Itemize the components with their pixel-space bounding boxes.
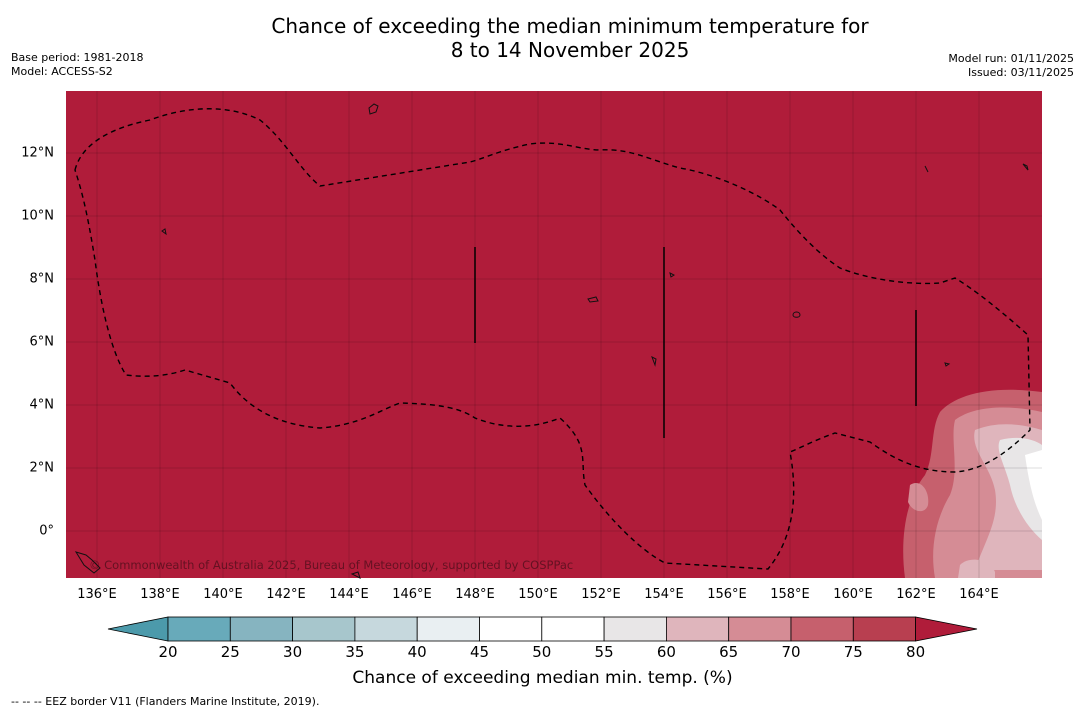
colorbar-bin	[167, 616, 231, 642]
x-tick-label: 160°E	[833, 587, 873, 602]
y-tick-label: 6°N	[29, 334, 55, 350]
colorbar-over-arrow	[915, 616, 978, 642]
colorbar-tick-label: 45	[469, 643, 490, 661]
meta-right: Model run: 01/11/2025 Issued: 03/11/2025	[948, 52, 1074, 80]
colorbar-tick-label: 70	[781, 643, 801, 661]
colorbar-title: Chance of exceeding median min. temp. (%…	[352, 668, 733, 688]
eez-border	[74, 108, 1031, 570]
model-name: Model: ACCESS-S2	[11, 65, 113, 78]
colorbar-bin	[416, 616, 480, 642]
y-tick-label: 10°N	[21, 208, 54, 224]
colorbar-tick-label: 25	[220, 643, 240, 661]
x-tick-label: 154°E	[644, 587, 684, 602]
x-tick-label: 156°E	[707, 587, 747, 602]
y-tick-label: 12°N	[21, 145, 54, 161]
colorbar-bin	[603, 616, 667, 642]
x-tick-label: 162°E	[896, 587, 936, 602]
colorbar-tick-label: 80	[906, 643, 926, 661]
x-tick-label: 150°E	[518, 587, 558, 602]
colorbar-tick-label: 50	[532, 643, 552, 661]
map-area	[66, 91, 1042, 578]
x-tick-label: 152°E	[581, 587, 621, 602]
x-tick-label: 138°E	[140, 587, 180, 602]
x-tick-label: 142°E	[266, 587, 306, 602]
x-tick-label: 144°E	[329, 587, 369, 602]
colorbar-bin	[479, 616, 543, 642]
x-tick-label: 148°E	[455, 587, 495, 602]
colorbar-bin	[728, 616, 792, 642]
colorbar	[107, 616, 978, 642]
title-line-2: 8 to 14 November 2025	[450, 38, 690, 62]
x-tick-label: 146°E	[392, 587, 432, 602]
colorbar-tick-label: 20	[158, 643, 178, 661]
colorbar-bin	[852, 616, 916, 642]
colorbar-bin	[229, 616, 294, 642]
colorbar-tick-label: 60	[656, 643, 676, 661]
meta-left: Base period: 1981-2018 Model: ACCESS-S2	[11, 51, 143, 79]
x-tick-label: 140°E	[203, 587, 243, 602]
copyright-notice: © Commonwealth of Australia 2025, Bureau…	[89, 558, 574, 572]
colorbar-tick-label: 75	[843, 643, 863, 661]
x-tick-label: 158°E	[770, 587, 810, 602]
x-tick-label: 136°E	[77, 587, 117, 602]
colorbar-tick-label: 30	[283, 643, 303, 661]
y-tick-label: 4°N	[29, 397, 55, 413]
y-tick-label: 8°N	[29, 271, 55, 287]
y-tick-label: 2°N	[29, 460, 55, 476]
islands	[74, 103, 1029, 579]
y-tick-label: 0°	[39, 523, 54, 539]
colorbar-tick-label: 65	[719, 643, 739, 661]
colorbar-bin	[790, 616, 854, 642]
probability-patch	[903, 389, 1042, 578]
base-period: Base period: 1981-2018	[11, 51, 144, 64]
model-run: Model run: 01/11/2025	[948, 52, 1074, 65]
colorbar-bin	[541, 616, 605, 642]
footer-note: -- -- -- EEZ border V11 (Flanders Marine…	[11, 695, 320, 708]
colorbar-bin	[354, 616, 418, 642]
x-tick-label: 164°E	[959, 587, 999, 602]
colorbar-bin	[292, 616, 356, 642]
chart-title: Chance of exceeding the median minimum t…	[0, 14, 1085, 62]
colorbar-tick-label: 35	[345, 643, 365, 661]
colorbar-tick-label: 55	[594, 643, 614, 661]
colorbar-tick-label: 40	[407, 643, 427, 661]
title-line-1: Chance of exceeding the median minimum t…	[271, 14, 869, 38]
colorbar-under-arrow	[107, 616, 169, 642]
issued-date: Issued: 03/11/2025	[967, 66, 1074, 79]
colorbar-bin	[666, 616, 730, 642]
